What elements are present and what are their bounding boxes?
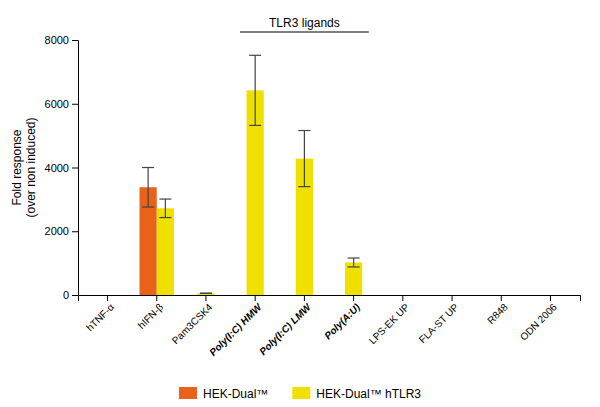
y-tick: 2000 xyxy=(45,225,78,237)
x-tick: Poly(I:C) HMW xyxy=(207,295,265,358)
x-tick-mark xyxy=(205,295,206,301)
annotation-label: TLR3 ligands xyxy=(269,16,340,30)
error-line xyxy=(148,168,149,208)
x-tick-label: Poly(A:U) xyxy=(322,301,362,341)
error-line xyxy=(255,55,256,125)
y-tick-label: 2000 xyxy=(45,225,69,237)
legend: HEK-Dual™ HEK-Dual™ hTLR3 xyxy=(179,387,421,401)
error-line xyxy=(353,258,354,267)
error-line xyxy=(304,131,305,187)
y-tick-label: 4000 xyxy=(45,162,69,174)
error-cap xyxy=(348,257,360,258)
y-tick-label: 0 xyxy=(63,289,69,301)
x-tick-label: FLA-ST UP xyxy=(417,301,461,345)
error-bar xyxy=(348,258,360,267)
bar xyxy=(345,262,362,295)
y-axis-line xyxy=(72,41,79,296)
x-tick-mark xyxy=(156,295,157,301)
x-tick-mark xyxy=(452,295,453,301)
x-tick-mark xyxy=(402,295,403,301)
y-tick-mark xyxy=(72,40,78,41)
x-tick: Poly(A:U) xyxy=(322,295,362,341)
y-tick-label: 6000 xyxy=(45,98,69,110)
error-cap xyxy=(159,217,171,218)
y-tick: 0 xyxy=(63,289,78,301)
x-tick-mark xyxy=(255,295,256,301)
x-tick-label: LPS-EK UP xyxy=(367,301,412,346)
x-tick: hTNF-α xyxy=(84,295,116,333)
error-cap xyxy=(142,206,154,207)
error-bar xyxy=(142,168,154,208)
error-cap xyxy=(200,293,212,294)
legend-item: HEK-Dual™ hTLR3 xyxy=(292,387,421,401)
x-tick-label: R848 xyxy=(485,301,510,326)
x-tick: Poly(I:C) LMW xyxy=(257,295,314,357)
error-line xyxy=(165,199,166,217)
y-tick-mark xyxy=(72,168,78,169)
x-tick-mark xyxy=(501,295,502,301)
error-bar xyxy=(249,55,261,125)
x-tick: ODN 2006 xyxy=(518,295,559,343)
error-bar xyxy=(200,293,212,294)
error-bar xyxy=(298,131,310,187)
x-tick: Pam3CSK4 xyxy=(170,295,215,346)
x-axis-line xyxy=(79,296,581,302)
error-cap xyxy=(159,198,171,199)
bracket xyxy=(240,31,369,32)
error-cap xyxy=(348,266,360,267)
y-tick-label: 8000 xyxy=(45,34,69,46)
y-tick-mark xyxy=(72,295,78,296)
x-tick-label: hTNF-α xyxy=(84,301,116,333)
error-cap xyxy=(298,130,310,131)
x-tick: R848 xyxy=(485,295,510,326)
plot: 02000400060008000hTNF-αhIFN-βPam3CSK4Pol… xyxy=(10,16,581,358)
x-axis: hTNF-α hIFN-βPam3CSK4Poly(I:C) HMWPoly(I:… xyxy=(79,295,581,358)
x-tick-label: Pam3CSK4 xyxy=(170,301,215,346)
error-cap xyxy=(249,55,261,56)
y-tick: 8000 xyxy=(45,34,78,46)
x-tick-label: Poly(I:C) LMW xyxy=(257,300,314,357)
marks xyxy=(140,55,363,295)
y-tick: 6000 xyxy=(45,98,78,110)
annotation: TLR3 ligands xyxy=(240,16,369,32)
chart: 02000400060008000hTNF-αhIFN-βPam3CSK4Pol… xyxy=(0,0,600,407)
x-tick-label: hIFN-β xyxy=(136,301,166,331)
error-cap xyxy=(142,167,154,168)
y-tick-mark xyxy=(72,231,78,232)
legend-label: HEK-Dual™ hTLR3 xyxy=(316,387,421,401)
legend-label: HEK-Dual™ xyxy=(203,387,268,401)
x-tick: hIFN-β xyxy=(136,295,166,331)
legend-item: HEK-Dual™ xyxy=(179,387,268,401)
y-tick-mark xyxy=(72,104,78,105)
legend-swatch xyxy=(179,387,197,399)
x-tick-mark xyxy=(107,295,108,301)
error-cap xyxy=(249,125,261,126)
bar xyxy=(197,293,214,295)
error-cap xyxy=(298,186,310,187)
error-bar xyxy=(159,199,171,217)
y-axis: 0 2000 4000 6000 8000 xyxy=(45,34,79,301)
x-tick-mark xyxy=(353,295,354,301)
error-cap xyxy=(200,293,212,294)
bar xyxy=(157,208,174,295)
x-tick: LPS-EK UP xyxy=(367,295,412,346)
y-axis-title: Fold response(over non induced) xyxy=(10,117,38,217)
x-tick-mark xyxy=(304,295,305,301)
x-tick-mark xyxy=(550,295,551,301)
legend-swatch xyxy=(292,387,310,399)
y-tick: 4000 xyxy=(45,162,78,174)
x-tick: FLA-ST UP xyxy=(417,295,461,345)
x-tick-label: ODN 2006 xyxy=(518,301,559,342)
